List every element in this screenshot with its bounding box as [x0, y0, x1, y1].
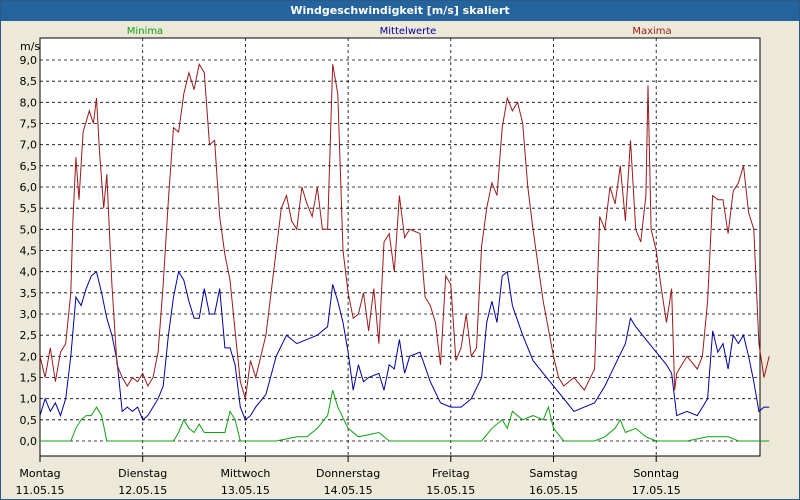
x-tick-day: Dienstag: [118, 467, 167, 480]
y-tick-label: 7,5: [20, 118, 38, 131]
y-tick-label: 8,5: [20, 75, 38, 88]
y-tick-label: 2,5: [20, 329, 38, 342]
x-tick-day: Montag: [19, 467, 60, 480]
series-lines: [39, 62, 770, 442]
plot-area: [39, 37, 761, 457]
x-tick-day: Donnerstag: [316, 467, 380, 480]
y-tick-label: 6,5: [20, 160, 38, 173]
y-tick-label: 8,0: [20, 96, 38, 109]
y-tick-label: 9,0: [20, 54, 38, 67]
x-tick-day: Samstag: [529, 467, 577, 480]
x-tick-day: Freitag: [432, 467, 470, 480]
y-tick-label: 2,0: [20, 350, 38, 363]
x-tick-date: 13.05.15: [221, 484, 270, 497]
y-tick-label: 5,5: [20, 202, 38, 215]
x-tick-date: 12.05.15: [118, 484, 167, 497]
y-tick-label: 4,0: [20, 266, 38, 279]
x-tick-date: 11.05.15: [16, 484, 65, 497]
series-line-minima: [40, 390, 770, 442]
y-tick-label: 5,0: [20, 223, 38, 236]
series-line-maxima: [39, 62, 770, 399]
x-tick-date: 17.05.15: [632, 484, 681, 497]
x-tick-date: 16.05.15: [529, 484, 578, 497]
series-line-mittelwerte: [39, 270, 770, 421]
y-tick-label: 1,0: [20, 393, 38, 406]
x-tick-day: Mittwoch: [220, 467, 270, 480]
legend-mittelwerte: Mittelwerte: [380, 26, 437, 37]
y-tick-label: 1,5: [20, 372, 38, 385]
y-tick-label: 0,0: [20, 435, 38, 448]
y-tick-label: 3,0: [20, 308, 38, 321]
y-tick-label: 3,5: [20, 287, 38, 300]
y-tick-label: 0,5: [20, 414, 38, 427]
y-tick-label: 7,0: [20, 139, 38, 152]
y-tick-label: 6,0: [20, 181, 38, 194]
y-axis-ticks: 0,0 0,5 1,0 1,5 2,0 2,5 3,0 3,5 4,0 4,5 5,0 5,5 6,0 6…: [20, 54, 38, 448]
legend-minima: Minima: [127, 26, 163, 37]
legend-maxima: Maxima: [632, 26, 671, 37]
grid-lines: [40, 38, 760, 456]
x-tick-date: 15.05.15: [426, 484, 475, 497]
x-axis-ticks: Montag 11.05.15 Dienstag 12.05.15 Mittwoch 13…: [16, 456, 681, 497]
x-tick-date: 14.05.15: [324, 484, 373, 497]
x-tick-day: Sonntag: [633, 467, 679, 480]
y-tick-label: 4,5: [20, 245, 38, 258]
window-title: Windgeschwindigkeit [m/s] skaliert: [1, 1, 799, 21]
y-axis-label: m/s: [20, 40, 40, 53]
